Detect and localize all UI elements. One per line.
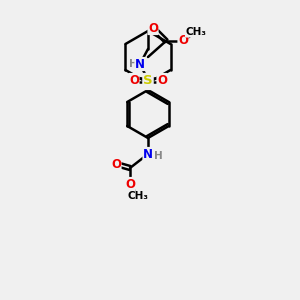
- Text: H: H: [129, 59, 137, 69]
- Text: O: O: [111, 158, 121, 170]
- Text: S: S: [143, 74, 153, 86]
- Text: N: N: [143, 76, 153, 89]
- Text: CH₃: CH₃: [128, 191, 148, 201]
- Text: O: O: [178, 34, 188, 47]
- Text: N: N: [135, 58, 145, 70]
- Text: O: O: [157, 74, 167, 86]
- Text: CH₃: CH₃: [185, 27, 206, 37]
- Text: O: O: [125, 178, 135, 190]
- Text: H: H: [154, 151, 162, 161]
- Text: O: O: [129, 74, 139, 86]
- Text: N: N: [143, 148, 153, 160]
- Text: O: O: [148, 22, 158, 34]
